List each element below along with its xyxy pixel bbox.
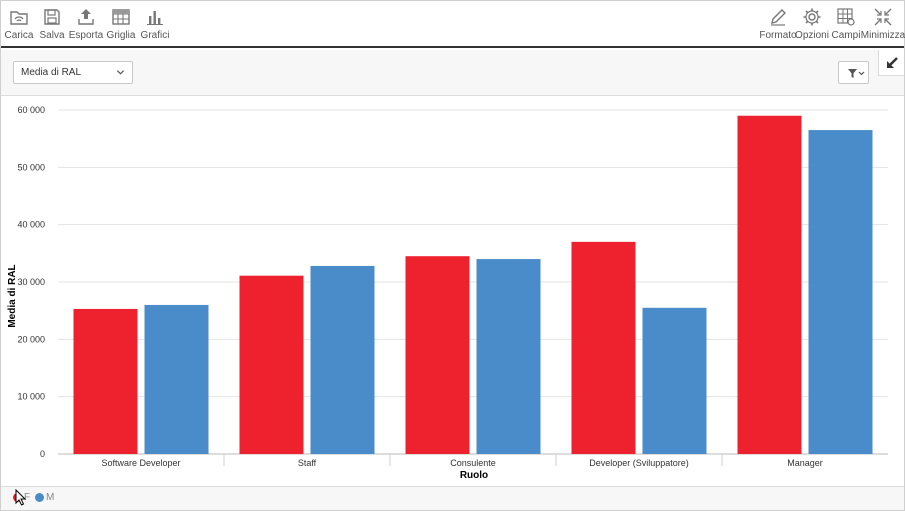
formato-button[interactable]: Formato xyxy=(759,7,797,45)
x-tick-label: Developer (Sviluppatore) xyxy=(589,458,689,468)
collapse-chart-button[interactable] xyxy=(878,50,904,76)
y-tick-label: 50 000 xyxy=(17,162,45,172)
esporta-label: Esporta xyxy=(68,30,104,41)
y-axis-title: Media di RAL xyxy=(7,264,18,327)
x-tick-label: Manager xyxy=(787,458,823,468)
measure-select[interactable]: Media di RAL xyxy=(13,61,133,84)
measure-select-value: Media di RAL xyxy=(21,67,82,78)
y-tick-label: 20 000 xyxy=(17,334,45,344)
grafici-button[interactable]: Grafici xyxy=(141,7,169,45)
minimizza-button[interactable]: Minimizza xyxy=(860,7,905,45)
folder-open-icon xyxy=(10,11,28,25)
bar-m-2[interactable] xyxy=(476,259,541,454)
griglia-label: Griglia xyxy=(106,30,136,41)
fields-grid-icon xyxy=(837,8,855,26)
filter-icon xyxy=(848,69,865,78)
pencil-icon xyxy=(771,9,786,26)
floppy-disk-icon xyxy=(44,9,60,25)
chart-controls: Media di RAL xyxy=(1,50,904,96)
salva-label: Salva xyxy=(39,30,65,41)
chart-area: 0 10 000 20 000 30 000 40 000 50 000 60 000 Sof… xyxy=(1,97,904,486)
x-tick-label: Software Developer xyxy=(101,458,180,468)
bar-m-3[interactable] xyxy=(642,307,707,454)
filter-button[interactable] xyxy=(838,61,869,84)
formato-label: Formato xyxy=(759,30,797,41)
arrow-down-left-icon xyxy=(887,57,898,68)
esporta-button[interactable]: Esporta xyxy=(68,7,104,45)
campi-button[interactable]: Campi xyxy=(832,7,860,45)
bar-f-0[interactable] xyxy=(73,308,138,454)
grid-icon xyxy=(112,9,130,25)
carica-label: Carica xyxy=(4,30,34,41)
y-tick-label: 0 xyxy=(40,449,45,459)
griglia-button[interactable]: Griglia xyxy=(107,7,135,45)
chevron-down-icon xyxy=(116,70,125,75)
x-axis-title: Ruolo xyxy=(460,470,488,481)
bar-chart: 0 10 000 20 000 30 000 40 000 50 000 60 000 Sof… xyxy=(7,105,888,481)
bar-f-2[interactable] xyxy=(405,256,470,454)
minimize-arrows-icon xyxy=(874,8,892,26)
bar-m-1[interactable] xyxy=(310,265,375,454)
legend-label-m: M xyxy=(46,492,55,503)
y-tick-label: 30 000 xyxy=(17,277,45,287)
legend-item-m[interactable]: M xyxy=(35,492,54,503)
campi-label: Campi xyxy=(831,30,861,41)
bar-f-3[interactable] xyxy=(571,241,636,454)
bar-chart-icon xyxy=(147,11,163,25)
x-tick-label: Consulente xyxy=(450,458,496,468)
salva-button[interactable]: Salva xyxy=(39,7,65,45)
gear-icon xyxy=(803,8,821,26)
y-tick-label: 10 000 xyxy=(17,392,45,402)
legend-label-f: F xyxy=(24,492,31,503)
bar-f-1[interactable] xyxy=(239,275,304,454)
mouse-cursor-icon xyxy=(15,489,27,506)
legend-swatch-m xyxy=(35,493,44,502)
minimizza-label: Minimizza xyxy=(860,30,905,41)
bar-m-4[interactable] xyxy=(808,130,873,455)
y-tick-label: 60 000 xyxy=(17,105,45,115)
grafici-label: Grafici xyxy=(140,30,170,41)
carica-button[interactable]: Carica xyxy=(4,7,34,45)
chart-legend: F M xyxy=(1,486,904,510)
x-tick-label: Staff xyxy=(298,458,317,468)
y-tick-label: 40 000 xyxy=(17,220,45,230)
opzioni-button[interactable]: Opzioni xyxy=(795,7,829,45)
toolbar: Carica Salva Esporta Griglia Grafici For… xyxy=(1,1,905,48)
opzioni-label: Opzioni xyxy=(795,30,829,41)
bar-m-0[interactable] xyxy=(144,304,209,454)
bar-f-4[interactable] xyxy=(737,115,802,454)
upload-icon xyxy=(78,9,94,25)
